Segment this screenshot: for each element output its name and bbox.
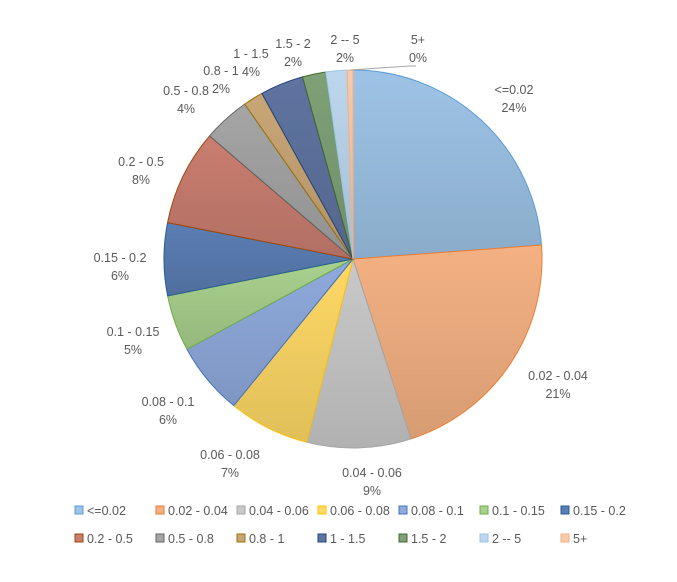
legend-swatch <box>155 533 165 543</box>
data-label-0-06-0-08: 0.06 - 0.08 7% <box>200 448 260 480</box>
data-label-category: 0.15 - 0.2 <box>94 251 147 265</box>
data-label-category: 0.06 - 0.08 <box>200 448 260 462</box>
legend: <=0.02 0.02 - 0.04 0.04 - 0.06 0.06 - 0.08 0… <box>74 504 626 546</box>
legend-swatch <box>317 505 327 515</box>
data-label-category: 0.8 - 1 <box>203 64 238 78</box>
data-label-0-2-0-5: 0.2 - 0.5 8% <box>118 155 164 187</box>
legend-label: 0.04 - 0.06 <box>249 504 309 518</box>
legend-label: 0.1 - 0.15 <box>492 504 545 518</box>
legend-label: 0.15 - 0.2 <box>573 504 626 518</box>
legend-label: 0.02 - 0.04 <box>168 504 228 518</box>
legend-label: 0.08 - 0.1 <box>411 504 464 518</box>
data-label-category: 1 - 1.5 <box>233 47 268 61</box>
data-label-0-04-0-06: 0.04 - 0.06 9% <box>342 466 402 498</box>
pie-slice-0-02-0-04 <box>352 244 543 440</box>
legend-swatch <box>479 533 489 543</box>
leader-line-5 <box>349 65 416 71</box>
legend-item-2-5: 2 -- 5 <box>479 532 521 546</box>
legend-item-0-5-0-8: 0.5 - 0.8 <box>155 532 214 546</box>
data-label-percent: 7% <box>221 466 239 480</box>
data-label-5: 5+ 0% <box>409 33 427 65</box>
data-label-percent: 2% <box>284 55 302 69</box>
data-label-category: 0.1 - 0.15 <box>107 325 160 339</box>
data-label-percent: 5% <box>124 343 142 357</box>
pie-slice-0-04-0-06 <box>305 257 412 449</box>
legend-label: 0.8 - 1 <box>249 532 284 546</box>
pie-slice-0-2-0-5 <box>166 135 355 260</box>
data-label-category: 0.08 - 0.1 <box>142 395 195 409</box>
legend-item-1-5-2: 1.5 - 2 <box>398 532 446 546</box>
data-label-category: 1.5 - 2 <box>275 37 310 51</box>
legend-swatch <box>74 533 84 543</box>
data-labels: <=0.02 24% 0.02 - 0.04 21% 0.04 - 0.06 9% 0.06… <box>94 33 588 498</box>
legend-item-0-02-0-04: 0.02 - 0.04 <box>155 504 228 518</box>
data-label-category: 0.2 - 0.5 <box>118 155 164 169</box>
legend-swatch <box>155 505 165 515</box>
legend-label: 0.06 - 0.08 <box>330 504 390 518</box>
data-label-0-5-0-8: 0.5 - 0.8 4% <box>163 84 209 116</box>
data-label-percent: 24% <box>501 101 526 115</box>
data-label-2-5: 2 -- 5 2% <box>330 33 359 65</box>
data-label-percent: 6% <box>111 269 129 283</box>
legend-swatch <box>236 505 246 515</box>
data-label-percent: 0% <box>409 51 427 65</box>
data-label-category: 0.04 - 0.06 <box>342 466 402 480</box>
legend-swatch <box>560 533 570 543</box>
legend-label: 5+ <box>573 532 587 546</box>
legend-label: <=0.02 <box>87 504 126 518</box>
data-label-category: 5+ <box>411 33 425 47</box>
legend-swatch <box>74 505 84 515</box>
pie-slices <box>163 69 543 449</box>
legend-label: 2 -- 5 <box>492 532 521 546</box>
data-label-0-02: <=0.02 24% <box>495 83 534 115</box>
data-label-percent: 6% <box>159 413 177 427</box>
data-label-0-02-0-04: 0.02 - 0.04 21% <box>528 369 588 401</box>
data-label-0-1-0-15: 0.1 - 0.15 5% <box>107 325 160 357</box>
legend-swatch <box>479 505 489 515</box>
data-label-category: <=0.02 <box>495 83 534 97</box>
legend-item-0-15-0-2: 0.15 - 0.2 <box>560 504 626 518</box>
legend-swatch <box>236 533 246 543</box>
data-label-percent: 8% <box>132 173 150 187</box>
data-label-1-1-5: 1 - 1.5 4% <box>233 47 268 79</box>
legend-item-0-04-0-06: 0.04 - 0.06 <box>236 504 309 518</box>
legend-item-5: 5+ <box>560 532 587 546</box>
legend-label: 1.5 - 2 <box>411 532 446 546</box>
legend-item-0-1-0-15: 0.1 - 0.15 <box>479 504 545 518</box>
data-label-0-8-1: 0.8 - 1 2% <box>203 64 238 96</box>
data-label-percent: 4% <box>242 65 260 79</box>
data-label-percent: 21% <box>545 387 570 401</box>
data-label-percent: 9% <box>363 484 381 498</box>
data-label-0-08-0-1: 0.08 - 0.1 6% <box>142 395 195 427</box>
legend-swatch <box>398 505 408 515</box>
legend-label: 1 - 1.5 <box>330 532 365 546</box>
legend-item-0-08-0-1: 0.08 - 0.1 <box>398 504 464 518</box>
legend-swatch <box>317 533 327 543</box>
legend-label: 0.2 - 0.5 <box>87 532 133 546</box>
data-label-0-15-0-2: 0.15 - 0.2 6% <box>94 251 147 283</box>
pie-slice-0-02 <box>352 69 543 260</box>
data-label-category: 2 -- 5 <box>330 33 359 47</box>
data-label-category: 0.5 - 0.8 <box>163 84 209 98</box>
data-label-percent: 2% <box>212 82 230 96</box>
data-label-percent: 4% <box>177 102 195 116</box>
legend-swatch <box>560 505 570 515</box>
legend-item-0-2-0-5: 0.2 - 0.5 <box>74 532 133 546</box>
label-leader-lines <box>349 65 416 71</box>
legend-item-0-06-0-08: 0.06 - 0.08 <box>317 504 390 518</box>
legend-item-0-8-1: 0.8 - 1 <box>236 532 284 546</box>
data-label-percent: 2% <box>336 51 354 65</box>
legend-swatch <box>398 533 408 543</box>
legend-item-1-1-5: 1 - 1.5 <box>317 532 365 546</box>
legend-item-0-02: <=0.02 <box>74 504 126 518</box>
data-label-category: 0.02 - 0.04 <box>528 369 588 383</box>
legend-label: 0.5 - 0.8 <box>168 532 214 546</box>
data-label-1-5-2: 1.5 - 2 2% <box>275 37 310 69</box>
